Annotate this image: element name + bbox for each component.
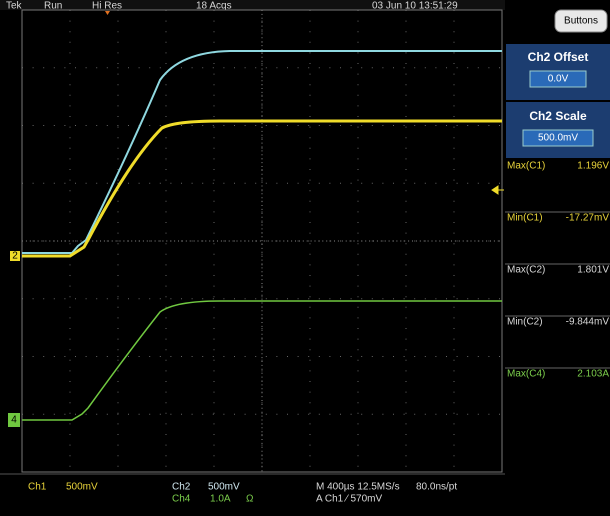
scale-panel[interactable]: Ch2 Scale 500.0mV (506, 102, 610, 158)
measurements: Max(C1) 1.196V Min(C1) -17.27mV Max(C2) 1.801… (505, 161, 610, 380)
measurement-label: Max(C1) (507, 161, 545, 172)
ch2-trace (22, 50, 502, 254)
acq-count: 18 Acqs (196, 1, 232, 12)
buttons-button[interactable] (554, 9, 608, 33)
ch4-unit: Ω (246, 494, 254, 505)
trigger-position (105, 11, 110, 15)
measurement-value: -17.27mV (566, 213, 610, 224)
buttons-label[interactable]: Buttons (564, 16, 598, 27)
ch4-marker-label: 4 (11, 415, 17, 426)
measurement-label: Max(C4) (507, 369, 545, 380)
ch1-name: Ch1 (28, 482, 47, 493)
resolution: 80.0ns/pt (416, 482, 457, 493)
trigger: A Ch1 ⁄ 570mV (316, 494, 382, 505)
panel-value: 500.0mV (538, 133, 578, 144)
panel-title: Ch2 Scale (529, 109, 587, 123)
ch1-scale: 500mV (66, 482, 98, 493)
panel-title: Ch2 Offset (528, 50, 589, 64)
status-bar (0, 0, 505, 10)
acq-mode: Hi Res (92, 1, 122, 12)
ch2-marker (10, 251, 20, 261)
ch4-marker (8, 413, 20, 427)
measurement-value: 2.103A (577, 369, 609, 380)
timestamp: 03 Jun 10 13:51:29 (372, 1, 458, 12)
timebase: M 400µs 12.5MS/s (316, 482, 400, 493)
brand: Tek (6, 1, 23, 12)
measurement-label: Min(C1) (507, 213, 543, 224)
measurement-value: -9.844mV (566, 317, 610, 328)
measurement-label: Min(C2) (507, 317, 543, 328)
panel-value-box (522, 129, 594, 147)
graticule (22, 10, 502, 472)
trigger-level-marker (491, 185, 504, 195)
graticule-frame (21, 9, 503, 473)
ch1-trace (22, 119, 502, 258)
measurement-label: Max(C2) (507, 265, 545, 276)
ch2-marker-label: 2 (12, 251, 18, 262)
panel-value: 0.0V (548, 74, 569, 85)
ch4-scale: 1.0A (210, 494, 231, 505)
ch2-name: Ch2 (172, 482, 191, 493)
ch4-name: Ch4 (172, 494, 191, 505)
ch4-trace (22, 300, 502, 421)
panel-value-box (529, 70, 587, 88)
run-state: Run (44, 1, 62, 12)
ch2-scale: 500mV (208, 482, 240, 493)
offset-panel[interactable]: Ch2 Offset 0.0V (506, 44, 610, 100)
measurement-value: 1.801V (577, 265, 609, 276)
measurement-value: 1.196V (577, 161, 609, 172)
